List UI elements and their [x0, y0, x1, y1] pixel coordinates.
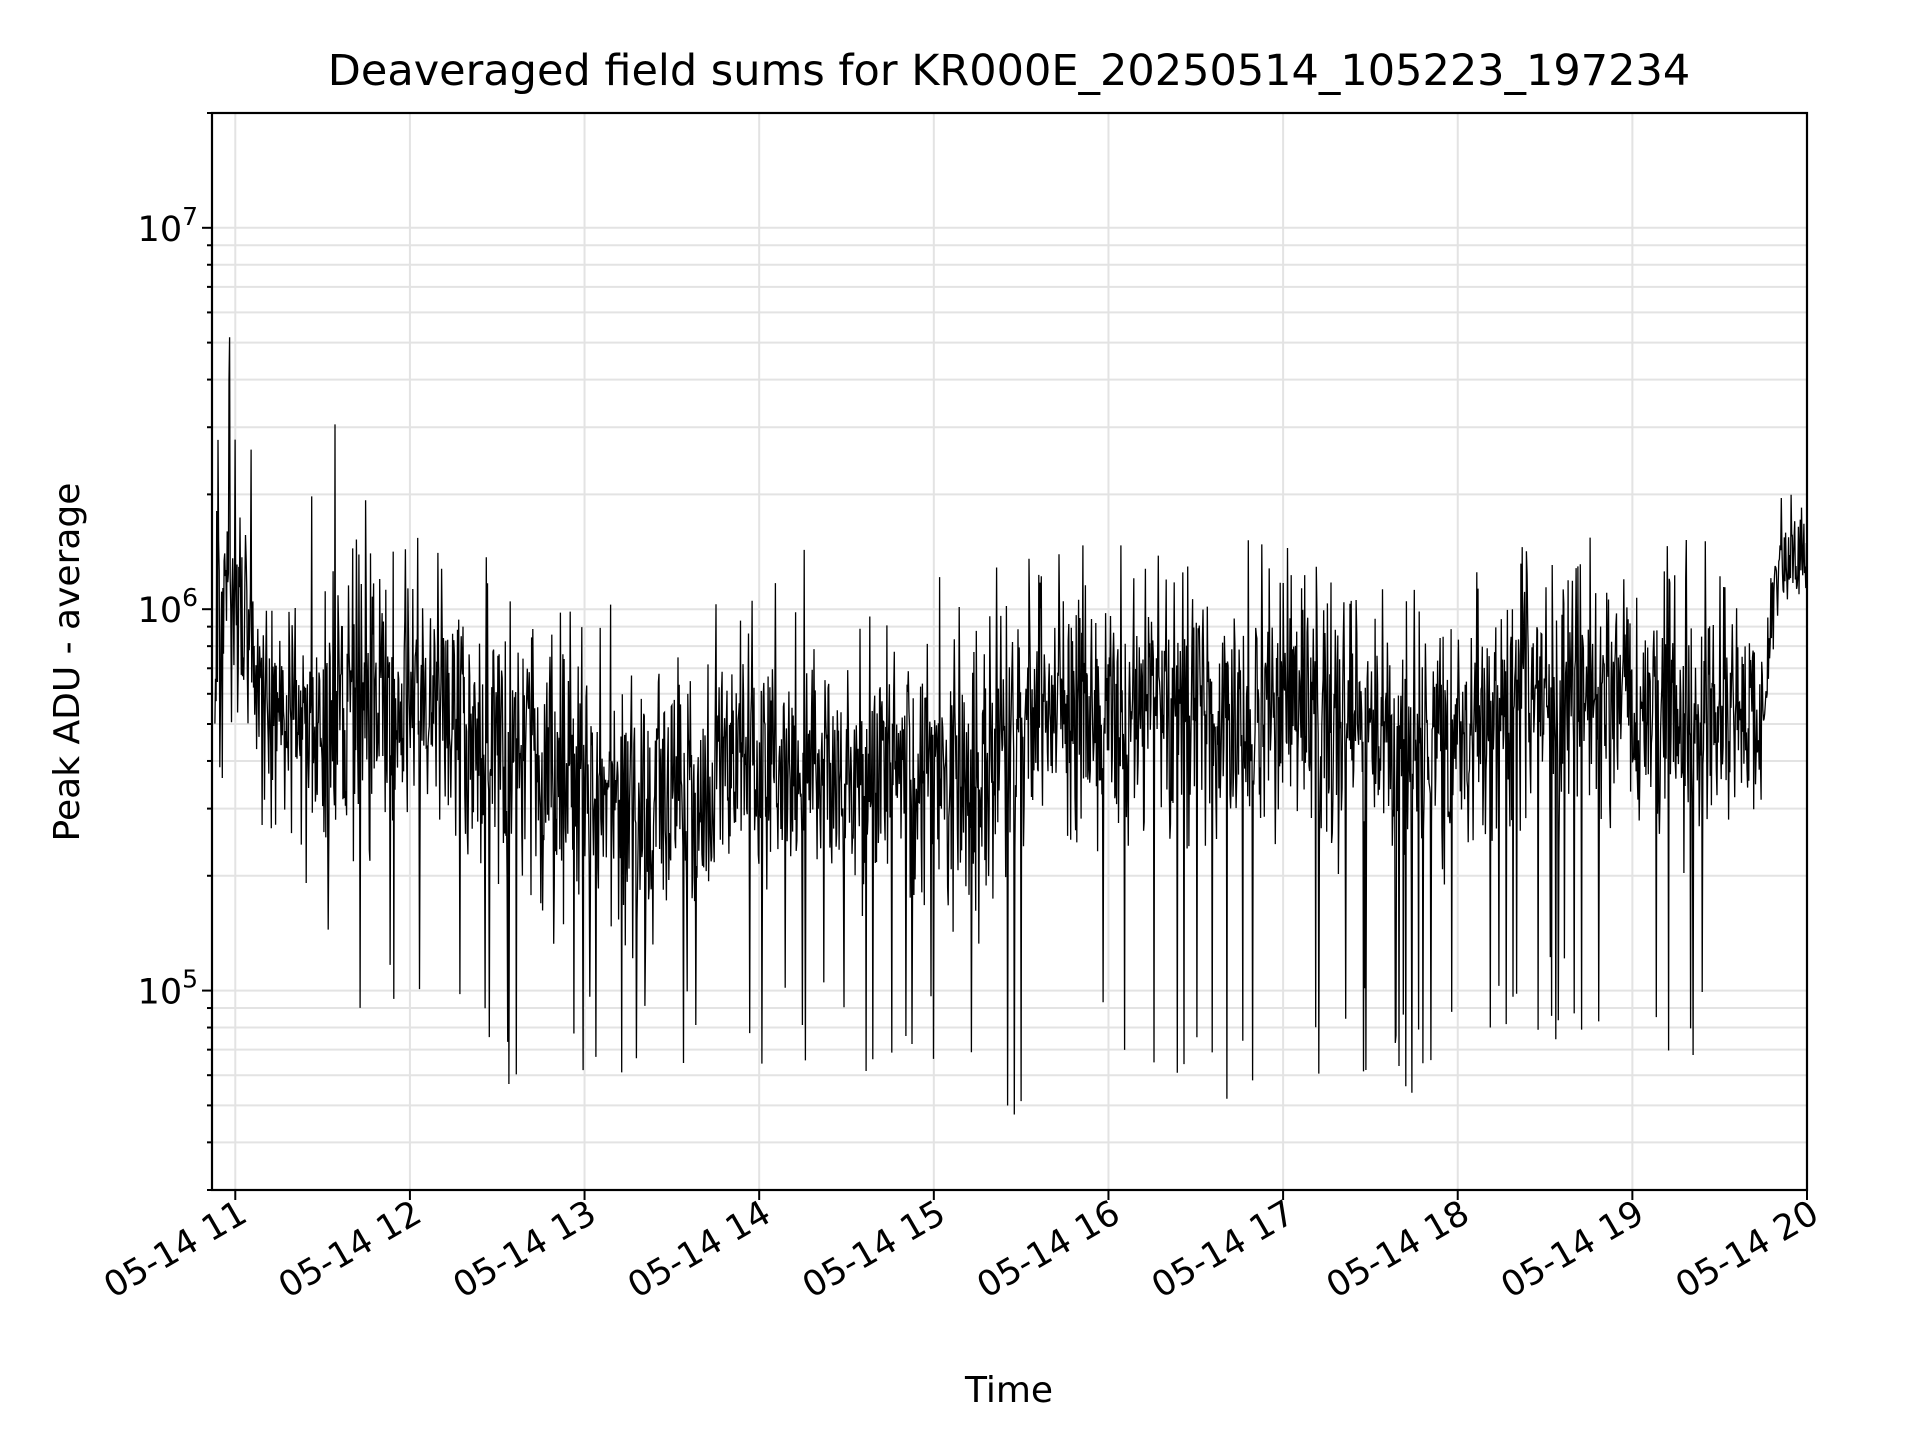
- y-tick-label: 106: [138, 583, 198, 631]
- series-line: [214, 337, 1808, 1115]
- series-layer: [214, 337, 1808, 1115]
- x-axis-label: Time: [964, 1370, 1053, 1411]
- y-tick-label: 105: [138, 965, 198, 1013]
- chart-title: Deaveraged field sums for KR000E_2025051…: [328, 46, 1690, 96]
- y-tick-label: 107: [138, 202, 198, 250]
- plot-frame: [210, 111, 1809, 1192]
- y-axis: 105 106 107: [138, 112, 212, 1191]
- y-axis-label: Peak ADU - average: [47, 483, 88, 842]
